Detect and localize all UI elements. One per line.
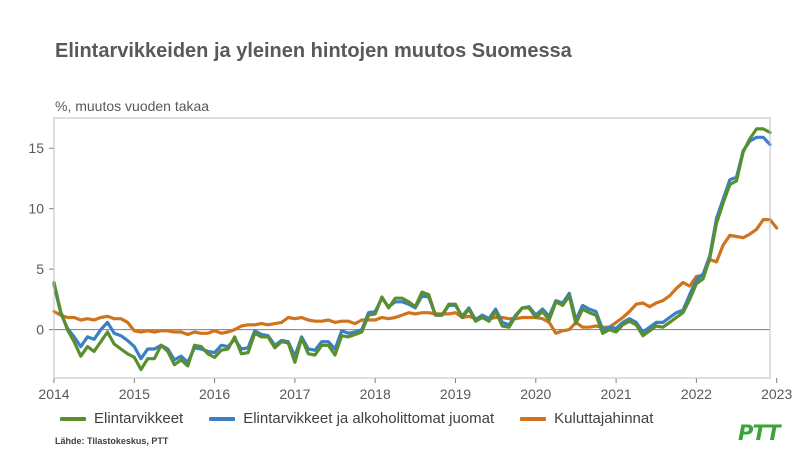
- x-tick-label: 2015: [119, 386, 150, 402]
- legend-label-food: Elintarvikkeet: [94, 410, 184, 427]
- x-tick-label: 2018: [360, 386, 391, 402]
- plot-frame: [53, 117, 771, 379]
- y-tick-label: 5: [36, 261, 44, 277]
- legend-label-cpi: Kuluttajahinnat: [554, 410, 654, 427]
- x-tick-label: 2017: [279, 386, 310, 402]
- y-axis: 0 5 10 15: [28, 140, 770, 338]
- x-tick-label: 2014: [38, 386, 69, 402]
- series-line-cpi: [52, 218, 779, 337]
- legend-swatch-food-nonalc: [209, 416, 236, 421]
- x-tick-label: 2016: [199, 386, 230, 402]
- legend-label-food-nonalc: Elintarvikkeet ja alkoholittomat juomat: [243, 410, 495, 427]
- x-tick-label: 2023: [761, 386, 792, 402]
- series-line-food: [52, 127, 772, 372]
- y-tick-label: 15: [28, 140, 44, 156]
- y-tick-label: 10: [28, 201, 44, 217]
- series-layer: [52, 127, 779, 372]
- legend-item-food: Elintarvikkeet: [60, 410, 183, 427]
- x-tick-label: 2019: [440, 386, 471, 402]
- x-tick-label: 2020: [520, 386, 551, 402]
- y-tick-label: 0: [36, 322, 44, 338]
- ptt-logo: PTT: [738, 421, 781, 445]
- x-tick-label: 2021: [601, 386, 632, 402]
- legend-swatch-food: [60, 416, 86, 421]
- legend: Elintarvikkeet Elintarvikkeet ja alkohol…: [60, 410, 653, 427]
- x-tick-label: 2022: [681, 386, 712, 402]
- x-axis: 2014 2015 2016 2017 2018 2019 2020 2021 2022 2023: [38, 378, 792, 402]
- legend-item-food-nonalc: Elintarvikkeet ja alkoholittomat juomat: [209, 410, 494, 427]
- y-unit-label: %, muutos vuoden takaa: [55, 98, 210, 114]
- legend-item-cpi: Kuluttajahinnat: [520, 410, 653, 427]
- source-note: Lähde: Tilastokeskus, PTT: [55, 436, 169, 446]
- chart-title: Elintarvikkeiden ja yleinen hintojen muu…: [55, 40, 572, 62]
- legend-swatch-cpi: [520, 416, 547, 421]
